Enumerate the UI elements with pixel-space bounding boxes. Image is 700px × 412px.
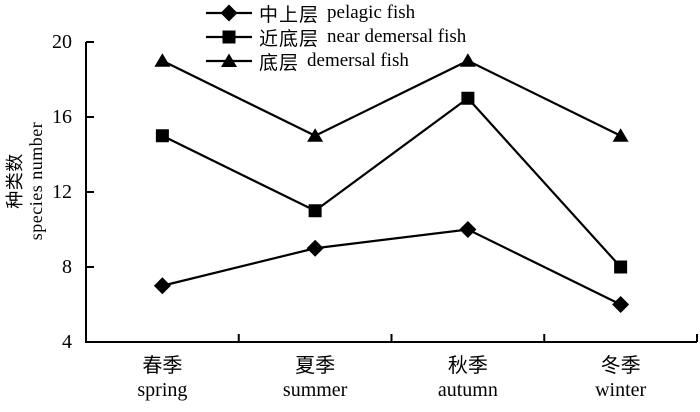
legend-label-en: near demersal fish bbox=[327, 26, 467, 47]
marker-square bbox=[222, 30, 236, 44]
season-label-en: winter bbox=[595, 379, 647, 401]
x-axis-category-label-winter: 冬季 winter bbox=[551, 354, 691, 402]
y-tick-label: 20 bbox=[52, 31, 72, 53]
series-line-near-demersal-fish bbox=[161, 96, 622, 268]
y-tick-label: 8 bbox=[62, 256, 72, 278]
x-axis-category-label-summer: 夏季 summer bbox=[245, 354, 385, 402]
x-axis-category-label-autumn: 秋季 autumn bbox=[398, 354, 538, 402]
season-label-zh: 春季 bbox=[142, 355, 183, 377]
legend: 中上层 pelagic fish 近底层 near demersal fish 底层 de… bbox=[205, 1, 467, 74]
legend-item-demersal-fish: 底层 demersal fish bbox=[205, 49, 466, 74]
marker-diamond bbox=[220, 4, 238, 22]
marker-diamond bbox=[306, 239, 324, 257]
marker-triangle bbox=[612, 128, 629, 142]
square-marker-icon bbox=[206, 30, 252, 44]
marker-diamond bbox=[459, 221, 477, 238]
season-label-zh: 秋季 bbox=[447, 355, 488, 377]
series-near-demersal-fish bbox=[155, 91, 628, 274]
marker-square bbox=[308, 204, 322, 218]
marker-square bbox=[461, 91, 475, 105]
marker-triangle bbox=[221, 53, 237, 67]
legend-item-near-demersal-fish: 近底层 near demersal fish bbox=[205, 25, 467, 50]
marker-square bbox=[614, 260, 628, 274]
season-label-zh: 夏季 bbox=[295, 355, 336, 377]
series-line-demersal-fish bbox=[161, 59, 622, 137]
legend-label-zh: 近底层 bbox=[259, 28, 320, 50]
series-pelagic-fish bbox=[153, 221, 630, 313]
legend-label-en: pelagic fish bbox=[327, 2, 416, 23]
marker-triangle bbox=[154, 53, 171, 67]
y-tick-label: 4 bbox=[62, 331, 72, 353]
season-label-en: summer bbox=[282, 379, 348, 401]
season-label-en: autumn bbox=[437, 379, 498, 401]
diamond-marker-icon bbox=[206, 4, 252, 22]
y-tick-label: 12 bbox=[52, 181, 72, 203]
season-label-zh: 冬季 bbox=[600, 355, 641, 377]
series-line-pelagic-fish bbox=[162, 228, 622, 306]
triangle-marker-icon bbox=[206, 53, 252, 67]
marker-triangle bbox=[459, 53, 476, 67]
y-tick-label: 16 bbox=[52, 106, 72, 128]
marker-triangle bbox=[307, 128, 324, 142]
marker-diamond bbox=[612, 296, 630, 313]
legend-label-en: demersal fish bbox=[307, 50, 409, 71]
legend-item-pelagic-fish: 中上层 pelagic fish bbox=[205, 1, 466, 26]
series-demersal-fish bbox=[154, 53, 629, 142]
marker-diamond bbox=[153, 277, 171, 295]
season-label-en: spring bbox=[137, 379, 188, 401]
legend-label-zh: 中上层 bbox=[259, 4, 320, 26]
marker-square bbox=[155, 129, 169, 143]
legend-label-zh: 底层 bbox=[259, 52, 300, 74]
x-axis-category-label-spring: 春季 spring bbox=[92, 354, 232, 402]
